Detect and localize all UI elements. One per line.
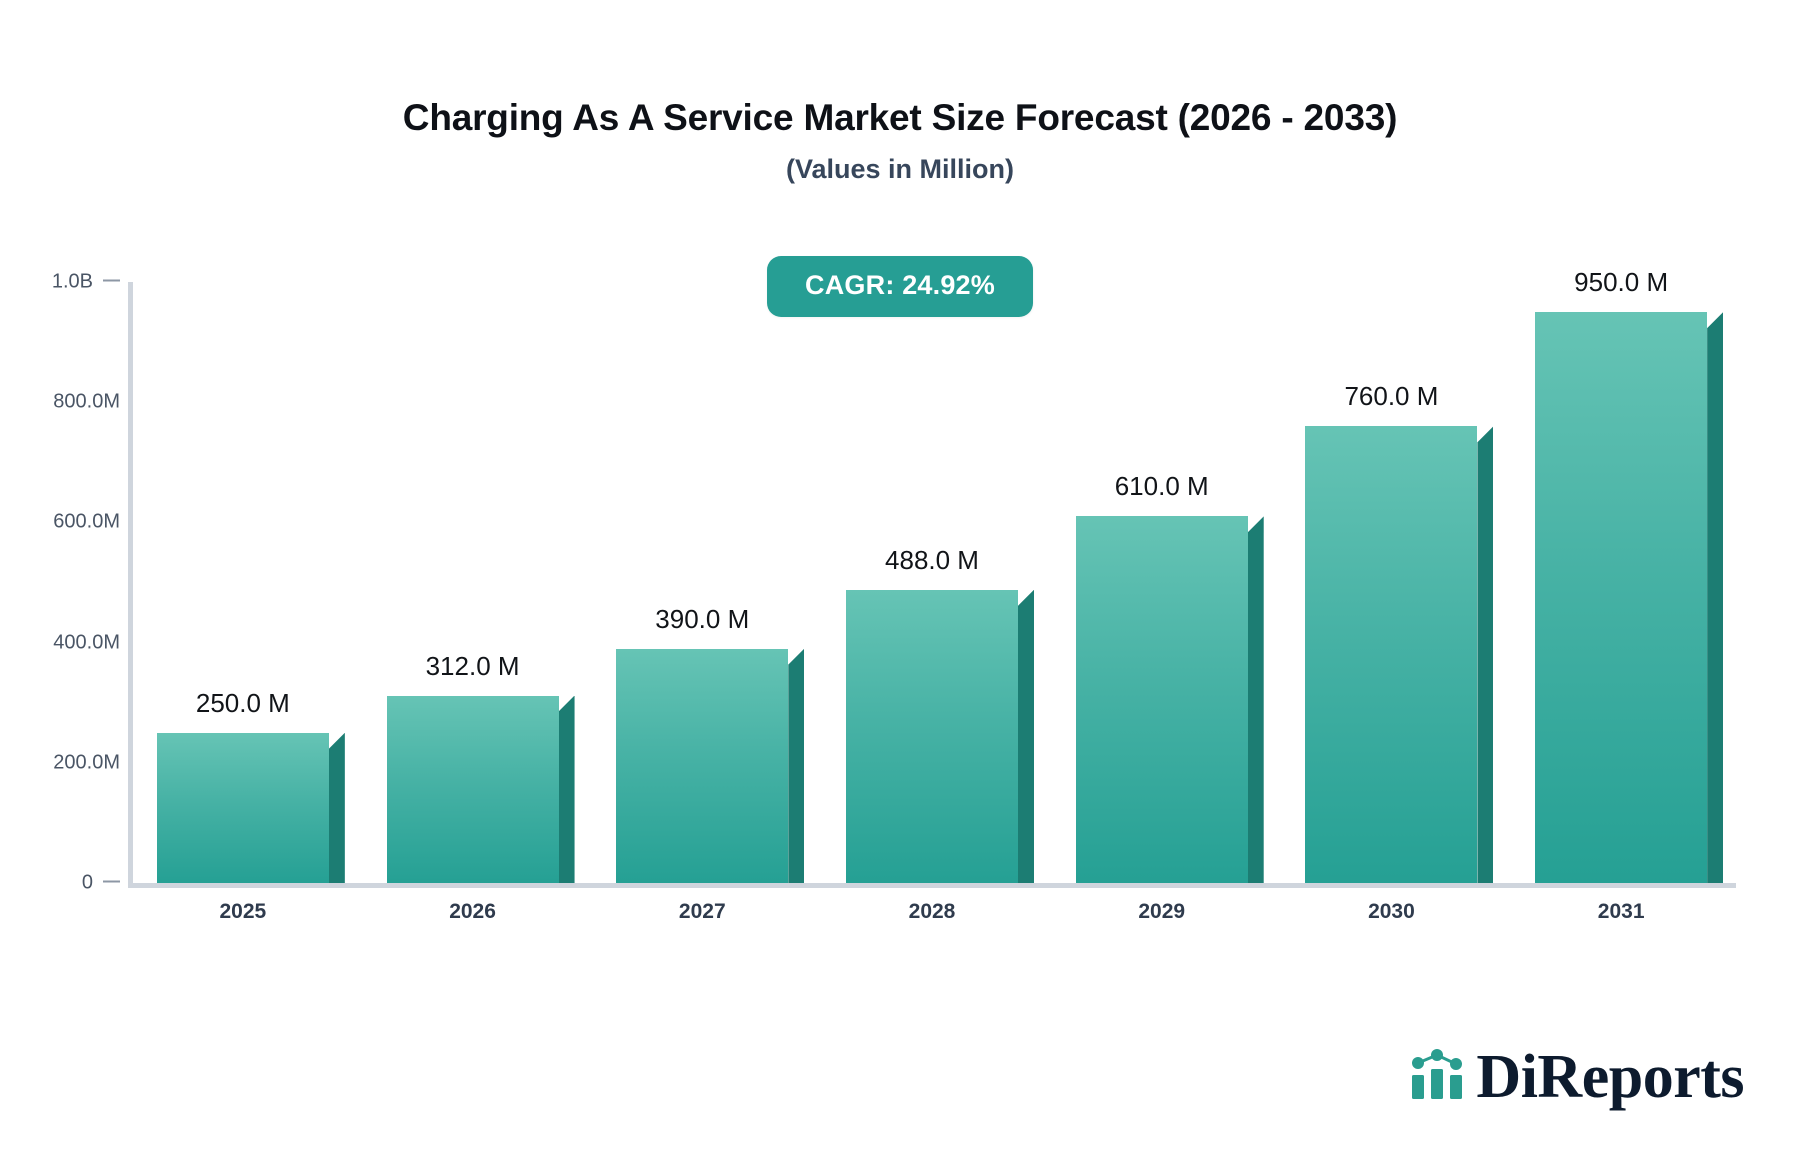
bar-front-face xyxy=(156,732,329,883)
bar-side-face xyxy=(328,732,345,883)
plot-area: 250.0 M 312.0 M 390.0 M 488.0 M 610.0 M 760.0… xyxy=(128,267,1736,888)
y-axis-tick-label: 800.0M xyxy=(53,390,120,413)
bar-value-label: 390.0 M xyxy=(655,603,750,634)
bar-side-face xyxy=(558,695,575,883)
bar-front-face xyxy=(1305,426,1478,883)
x-axis-tick-label: 2029 xyxy=(1138,900,1186,923)
x-axis-tick-label: 2031 xyxy=(1597,900,1645,923)
y-axis-line xyxy=(128,282,133,888)
bar-front-face xyxy=(1075,516,1248,883)
bar-front-face xyxy=(1535,312,1708,883)
bar-side-face xyxy=(1247,516,1264,883)
bar-side-face xyxy=(1018,589,1034,883)
y-axis-tick: 1.0B xyxy=(52,271,120,294)
bar-side-face xyxy=(788,648,805,883)
y-axis-tick-label: 0 xyxy=(81,871,93,894)
bar-value-label: 760.0 M xyxy=(1344,381,1439,412)
cagr-badge: CAGR: 24.92% xyxy=(767,256,1033,317)
bar-front-face xyxy=(846,589,1018,883)
x-axis-tick-label: 2030 xyxy=(1368,900,1415,923)
bar-2029[interactable]: 610.0 M xyxy=(1075,471,1264,883)
bar-side-face xyxy=(1477,426,1494,883)
y-axis-tick-mark xyxy=(103,880,120,883)
bar-front-face xyxy=(616,648,789,883)
bar-2028[interactable]: 488.0 M xyxy=(846,545,1034,883)
bar-value-label: 250.0 M xyxy=(195,687,290,718)
bar-side-face xyxy=(1707,312,1724,883)
y-axis-tick: 600.0M xyxy=(53,511,120,534)
bar-2031[interactable]: 950.0 M xyxy=(1535,267,1724,883)
y-axis-tick-label: 600.0M xyxy=(53,510,120,533)
bar-2025[interactable]: 250.0 M xyxy=(156,688,345,883)
y-axis-tick-label: 1.0B xyxy=(51,270,93,293)
y-axis-tick: 200.0M xyxy=(53,751,120,774)
y-axis-tick-label: 200.0M xyxy=(53,751,120,774)
bar-2027[interactable]: 390.0 M xyxy=(616,604,805,883)
y-axis-tick-label: 400.0M xyxy=(53,631,120,654)
chart-subtitle: (Values in Million) xyxy=(785,154,1015,185)
x-axis-tick-label: 2026 xyxy=(449,900,496,923)
bar-2030[interactable]: 760.0 M xyxy=(1305,381,1494,883)
logo-text: DiReports xyxy=(1476,1043,1744,1111)
bar-value-label: 950.0 M xyxy=(1574,267,1669,298)
bar-value-label: 312.0 M xyxy=(425,650,520,681)
bar-value-label: 610.0 M xyxy=(1114,471,1209,502)
direports-logo: DiReports xyxy=(1410,1046,1744,1108)
x-axis-tick-label: 2028 xyxy=(908,900,956,923)
page-title: Charging As A Service Market Size Foreca… xyxy=(402,97,1398,138)
y-axis-tick: 800.0M xyxy=(53,391,120,414)
bar-front-face xyxy=(386,695,559,883)
y-axis-tick-mark xyxy=(103,279,120,282)
x-axis-tick-label: 2027 xyxy=(678,900,726,923)
y-axis-labels: 0 200.0M 400.0M 600.0M 800.0M 1.0B xyxy=(0,271,128,894)
x-axis-labels: 2025 2026 2027 2028 2029 2030 2031 xyxy=(128,900,1736,940)
y-axis-tick: 400.0M xyxy=(53,631,120,654)
bar-2026[interactable]: 312.0 M xyxy=(386,651,575,883)
title-block: Charging As A Service Market Size Foreca… xyxy=(0,96,1800,186)
x-axis-line xyxy=(128,883,1736,888)
y-axis-tick: 0 xyxy=(82,872,120,895)
bar-chart-icon xyxy=(1410,1048,1466,1106)
bar-value-label: 488.0 M xyxy=(885,544,979,575)
x-axis-tick-label: 2025 xyxy=(219,900,267,923)
